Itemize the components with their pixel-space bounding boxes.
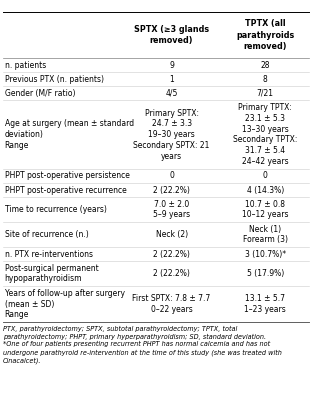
Text: TPTX (all
parathyroids
removed): TPTX (all parathyroids removed) [236,19,294,51]
Text: Neck (2): Neck (2) [156,230,188,239]
Text: n. patients: n. patients [5,60,46,70]
Text: n. PTX re-interventions: n. PTX re-interventions [5,250,93,258]
Text: 0: 0 [169,172,174,180]
Text: 7/21: 7/21 [257,89,274,98]
Text: Age at surgery (mean ± standard
deviation)
Range: Age at surgery (mean ± standard deviatio… [5,119,134,150]
Text: Previous PTX (n. patients): Previous PTX (n. patients) [5,75,104,84]
Text: 7.0 ± 2.0
5–9 years: 7.0 ± 2.0 5–9 years [153,200,190,220]
Text: Primary SPTX:
24.7 ± 3.3
19–30 years
Secondary SPTX: 21
years: Primary SPTX: 24.7 ± 3.3 19–30 years Sec… [134,108,210,160]
Text: PTX, parathyroidectomy; SPTX, subtotal parathyroidectomy; TPTX, total
parathyroi: PTX, parathyroidectomy; SPTX, subtotal p… [3,326,282,364]
Text: Years of follow-up after surgery
(mean ± SD)
Range: Years of follow-up after surgery (mean ±… [5,289,125,319]
Text: 5 (17.9%): 5 (17.9%) [246,269,284,278]
Text: Gender (M/F ratio): Gender (M/F ratio) [5,89,75,98]
Text: 9: 9 [169,60,174,70]
Text: PHPT post-operative recurrence: PHPT post-operative recurrence [5,186,126,194]
Text: PHPT post-operative persistence: PHPT post-operative persistence [5,172,129,180]
Text: First SPTX: 7.8 ± 7.7
0–22 years: First SPTX: 7.8 ± 7.7 0–22 years [133,294,211,314]
Text: 2 (22.2%): 2 (22.2%) [153,250,190,258]
Text: 8: 8 [263,75,268,84]
Text: SPTX (≥3 glands
removed): SPTX (≥3 glands removed) [134,25,209,45]
Text: 28: 28 [261,60,270,70]
Text: 4/5: 4/5 [165,89,178,98]
Text: Primary TPTX:
23.1 ± 5.3
13–30 years
Secondary TPTX:
31.7 ± 5.4
24–42 years: Primary TPTX: 23.1 ± 5.3 13–30 years Sec… [233,103,297,166]
Text: 13.1 ± 5.7
1–23 years: 13.1 ± 5.7 1–23 years [244,294,286,314]
Text: Time to recurrence (years): Time to recurrence (years) [5,205,107,214]
Text: Site of recurrence (n.): Site of recurrence (n.) [5,230,88,239]
Text: 0: 0 [263,172,268,180]
Text: Neck (1)
Forearm (3): Neck (1) Forearm (3) [243,225,288,244]
Text: 2 (22.2%): 2 (22.2%) [153,186,190,194]
Text: 1: 1 [169,75,174,84]
Text: 4 (14.3%): 4 (14.3%) [246,186,284,194]
Text: Post-surgical permanent
hypoparathyroidism: Post-surgical permanent hypoparathyroidi… [5,264,98,284]
Text: 3 (10.7%)*: 3 (10.7%)* [245,250,286,258]
Text: 10.7 ± 0.8
10–12 years: 10.7 ± 0.8 10–12 years [242,200,289,220]
Text: 2 (22.2%): 2 (22.2%) [153,269,190,278]
